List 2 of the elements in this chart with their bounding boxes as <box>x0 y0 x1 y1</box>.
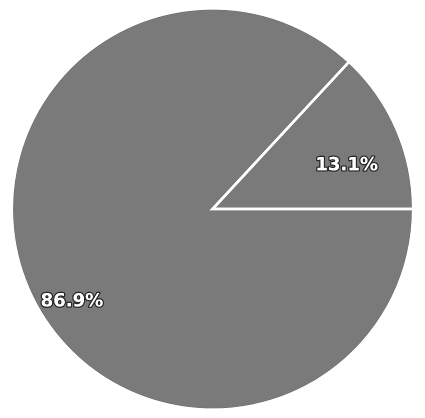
data-label: 86.9% <box>42 292 103 307</box>
data-label: 13.1% <box>317 156 378 170</box>
